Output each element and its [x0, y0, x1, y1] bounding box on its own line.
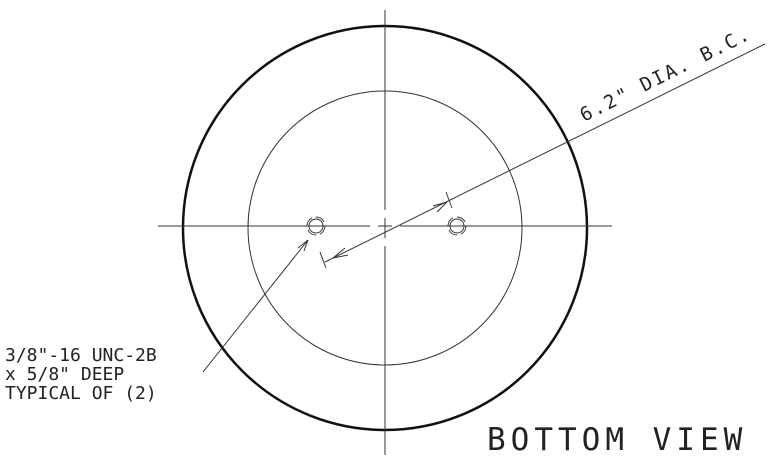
view-title: BOTTOM VIEW — [487, 422, 747, 457]
note-line: x 5/8" DEEP — [5, 364, 124, 385]
dimension-text: 6.2" DIA. B.C. — [576, 23, 754, 127]
note-line: TYPICAL OF (2) — [5, 383, 157, 404]
dimension-line — [319, 43, 766, 269]
leader — [202, 239, 309, 373]
note-line: 3/8"-16 UNC-2B — [5, 345, 157, 366]
center-lines — [158, 10, 612, 455]
holes — [306, 216, 467, 236]
